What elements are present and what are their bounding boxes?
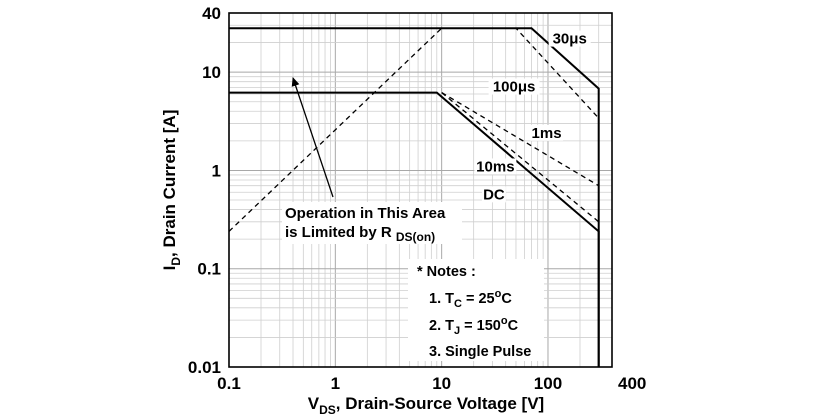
y-axis-title-sub: D [169,257,183,266]
operation-arrow [291,77,334,198]
note-1-suffix: C [501,291,512,307]
note-1: 1. TC = 25oC [429,288,512,310]
operation-text-bg [282,202,462,244]
series-group [228,27,600,367]
y-tick-label: 1 [212,161,221,180]
curve-label-ldc: DC [483,186,505,203]
operation-text-line1: Operation in This Area [285,205,446,222]
y-axis-title-main: I [160,266,179,271]
x-axis-title-main: V [308,394,320,413]
operation-text-line2-sub: DS(on) [396,230,435,244]
operation-text-line2-main: is Limited by R [285,224,396,241]
notes-title: * Notes : [417,264,476,280]
series-1ms [441,92,600,187]
series-30-s [229,27,600,367]
curve-label-bg [481,186,506,203]
curve-label-bg [474,158,517,175]
x-axis-title-rest: , Drain-Source Voltage [V] [336,394,544,413]
curve-label-bg [530,124,564,141]
y-tick-label: 0.01 [188,358,221,377]
notes-block: * Notes : 1. TC = 25oC 2. TJ = 150oC 3. … [408,259,544,361]
note-1-mid: = 25 [462,291,495,307]
x-tick-label: 1 [331,374,340,393]
x-tick-label: 0.1 [217,374,241,393]
y-axis-title: ID, Drain Current [A] [160,110,183,271]
plot-frame [228,12,613,368]
series-10ms [441,92,600,223]
curve-label-bg [548,30,591,47]
x-tick-label: 100 [534,374,562,393]
y-tick-label: 0.1 [197,260,221,279]
curve-label-l1ms: 1ms [532,125,562,142]
note-1-sup: o [495,288,502,300]
note-1-prefix: 1. T [429,291,454,307]
plot-border [228,12,613,368]
notes-bg [408,259,544,361]
curve-label-l10ms: 10ms [476,158,514,175]
series-dc [229,91,600,367]
note-2-sub: J [454,325,460,337]
note-2-suffix: C [508,318,519,334]
x-tick-label: 10 [432,374,451,393]
note-1-sub: C [454,298,462,310]
operation-area-annotation: Operation in This Area is Limited by R D… [282,77,462,244]
y-tick-label: 40 [202,4,221,23]
note-3: 3. Single Pulse [429,344,531,360]
note-2-prefix: 2. T [429,318,454,334]
series-100-s [441,27,600,119]
x-axis-title-sub: DS [319,403,336,417]
note-2-sup: o [501,315,508,327]
note-2: 2. TJ = 150oC [429,315,519,337]
x-tick-label: 400 [618,374,646,393]
x-axis-title: VDS, Drain-Source Voltage [V] [308,394,544,417]
curve-label-l30us: 30μs [553,31,587,48]
curve-label-l100us: 100μs [493,79,536,96]
y-axis-title-rest: , Drain Current [A] [160,110,179,257]
curve-labels: 30μs 100μs 1ms 10ms DC [474,30,591,203]
y-tick-label: 10 [202,63,221,82]
operation-text-line2: is Limited by R DS(on) [285,224,435,244]
curve-label-bg [488,78,540,95]
series-r-ds-on-limit [228,27,443,232]
note-2-mid: = 150 [460,318,501,334]
